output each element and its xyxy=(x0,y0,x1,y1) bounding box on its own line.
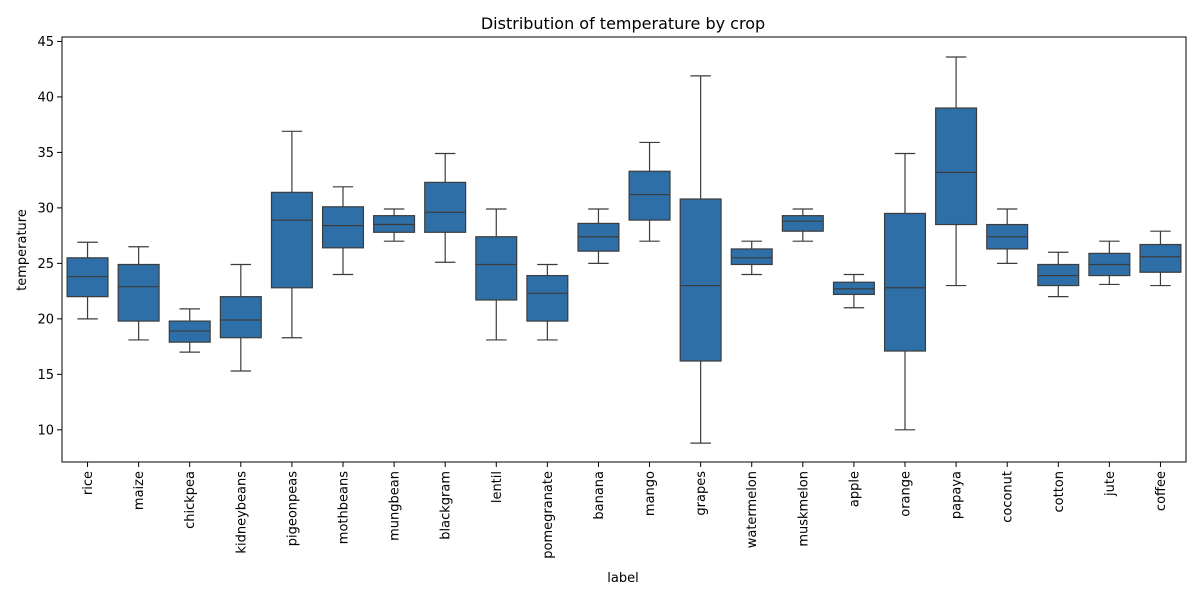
y-tick-label: 10 xyxy=(37,423,54,438)
box-cotton xyxy=(1037,251,1080,298)
box-coconut xyxy=(986,208,1029,264)
iqr-box xyxy=(730,248,773,266)
box-mothbeans xyxy=(321,186,365,276)
x-tick-label: coconut xyxy=(1001,471,1016,523)
x-tick-label: watermelon xyxy=(745,471,760,548)
x-tick-label: kidneybeans xyxy=(234,471,249,554)
x-tick-label: papaya xyxy=(950,471,965,519)
y-tick-label: 35 xyxy=(37,146,54,161)
x-tick-label: jute xyxy=(1103,471,1118,497)
x-tick-label: rice xyxy=(81,471,96,495)
iqr-box xyxy=(526,274,569,322)
x-tick-label: mango xyxy=(643,471,658,516)
x-tick-label: maize xyxy=(132,471,147,510)
x-tick-label: mothbeans xyxy=(337,471,352,544)
x-tick-label: pomegranate xyxy=(541,471,556,559)
iqr-box xyxy=(117,263,160,322)
box-lentil xyxy=(475,208,518,341)
x-axis: rice maize chickpea kidneybeans pigeonpeas mo… xyxy=(81,462,1169,559)
box-rice xyxy=(66,241,109,320)
box-jute xyxy=(1088,240,1131,286)
box-watermelon xyxy=(730,240,773,276)
x-tick-label: chickpea xyxy=(183,471,198,529)
box-orange xyxy=(883,152,927,431)
x-axis-label: label xyxy=(607,571,638,586)
y-tick-label: 30 xyxy=(37,201,54,216)
y-tick-label: 25 xyxy=(37,257,54,272)
y-tick-label: 20 xyxy=(37,312,54,327)
plot-frame xyxy=(61,36,1187,463)
x-tick-label: orange xyxy=(899,471,914,517)
x-tick-label: mungbean xyxy=(388,471,403,541)
iqr-box xyxy=(424,181,467,233)
chart-title: Distribution of temperature by crop xyxy=(481,14,765,33)
box-banana xyxy=(577,208,620,264)
box-kidneybeans xyxy=(219,263,262,372)
iqr-box xyxy=(270,191,313,289)
iqr-box xyxy=(679,198,722,362)
x-tick-label: banana xyxy=(592,471,607,520)
iqr-box xyxy=(781,215,824,232)
iqr-box xyxy=(883,212,927,352)
y-tick-label: 40 xyxy=(37,90,54,105)
y-axis: 10 15 20 25 30 35 40 45 xyxy=(37,35,62,438)
y-tick-label: 45 xyxy=(37,35,54,50)
y-tick-label: 15 xyxy=(37,368,54,383)
box-grapes xyxy=(679,75,722,444)
plot-area xyxy=(66,56,1182,444)
x-tick-label: apple xyxy=(847,471,862,507)
box-mango xyxy=(628,141,671,242)
iqr-box xyxy=(321,206,365,249)
box-coffee xyxy=(1139,230,1182,287)
x-tick-label: blackgram xyxy=(439,471,454,540)
iqr-box xyxy=(628,170,671,221)
x-tick-label: coffee xyxy=(1154,471,1169,511)
box-muskmelon xyxy=(781,208,824,242)
box-apple xyxy=(832,273,875,309)
x-tick-label: cotton xyxy=(1052,471,1067,513)
iqr-box xyxy=(219,296,262,339)
box-pigeonpeas xyxy=(270,130,313,339)
box-pomegranate xyxy=(526,263,569,341)
box-papaya xyxy=(935,56,978,287)
iqr-box xyxy=(1139,243,1182,273)
box-mungbean xyxy=(373,208,416,242)
x-tick-label: grapes xyxy=(694,471,709,516)
box-blackgram xyxy=(424,152,467,263)
box-chickpea xyxy=(168,308,211,353)
iqr-box xyxy=(935,107,978,226)
x-tick-label: pigeonpeas xyxy=(285,471,300,547)
box-maize xyxy=(117,246,160,341)
x-tick-label: lentil xyxy=(490,471,505,503)
iqr-box xyxy=(475,236,518,301)
y-axis-label: temperature xyxy=(15,209,30,291)
x-tick-label: muskmelon xyxy=(796,471,811,547)
